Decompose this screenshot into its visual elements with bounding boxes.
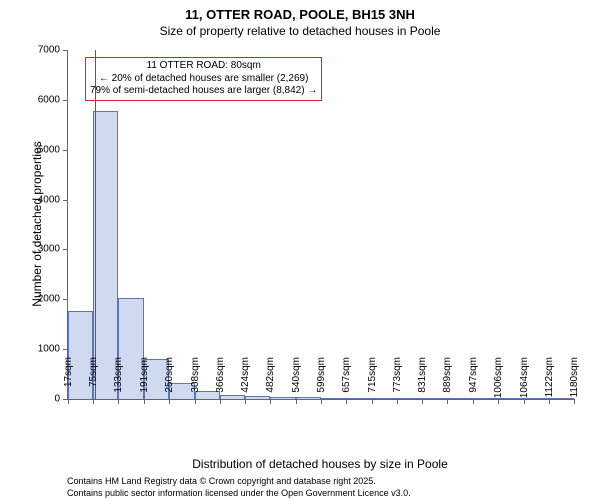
ytick-label: 0 [22,394,60,405]
ytick-label: 4000 [22,194,60,205]
ytick [63,249,68,250]
xtick-label: 250sqm [164,357,175,407]
footer-line-1: Contains HM Land Registry data © Crown c… [67,476,376,486]
reference-line [95,50,96,399]
ytick [63,150,68,151]
xtick-label: 657sqm [341,357,352,407]
x-axis-label: Distribution of detached houses by size … [67,457,573,471]
ytick-label: 6000 [22,94,60,105]
chart-title: 11, OTTER ROAD, POOLE, BH15 3NH [0,7,600,22]
xtick-label: 773sqm [392,357,403,407]
annot-line2: ← 20% of detached houses are smaller (2,… [90,73,317,86]
xtick-label: 540sqm [291,357,302,407]
xtick-label: 889sqm [442,357,453,407]
xtick-label: 133sqm [113,357,124,407]
xtick-label: 1180sqm [569,357,580,407]
ytick [63,100,68,101]
ytick-label: 1000 [22,344,60,355]
ytick-label: 5000 [22,144,60,155]
xtick-label: 308sqm [190,357,201,407]
xtick-label: 366sqm [215,357,226,407]
xtick-label: 482sqm [265,357,276,407]
xtick-label: 424sqm [240,357,251,407]
plot-area: 11 OTTER ROAD: 80sqm ← 20% of detached h… [67,50,574,400]
xtick-label: 1064sqm [519,357,530,407]
ytick-label: 2000 [22,294,60,305]
footer-line-2: Contains public sector information licen… [67,488,411,498]
annot-line3: 79% of semi-detached houses are larger (… [90,85,317,98]
chart-container: { "title": { "text": "11, OTTER ROAD, PO… [0,0,600,500]
ytick [63,299,68,300]
xtick-label: 1122sqm [544,357,555,407]
ytick-label: 7000 [22,45,60,56]
xtick-label: 947sqm [468,357,479,407]
annotation-box: 11 OTTER ROAD: 80sqm ← 20% of detached h… [85,57,322,101]
xtick-label: 1006sqm [493,357,504,407]
annot-line1: 11 OTTER ROAD: 80sqm [90,60,317,73]
xtick-label: 17sqm [63,357,74,407]
xtick-label: 715sqm [367,357,378,407]
xtick-label: 75sqm [88,357,99,407]
xtick-label: 831sqm [417,357,428,407]
chart-subtitle: Size of property relative to detached ho… [0,24,600,38]
ytick [63,50,68,51]
xtick-label: 599sqm [316,357,327,407]
ytick-label: 3000 [22,244,60,255]
y-axis-label: Number of detached properties [30,104,44,344]
histogram-bar [93,111,118,399]
ytick [63,200,68,201]
xtick-label: 191sqm [139,357,150,407]
